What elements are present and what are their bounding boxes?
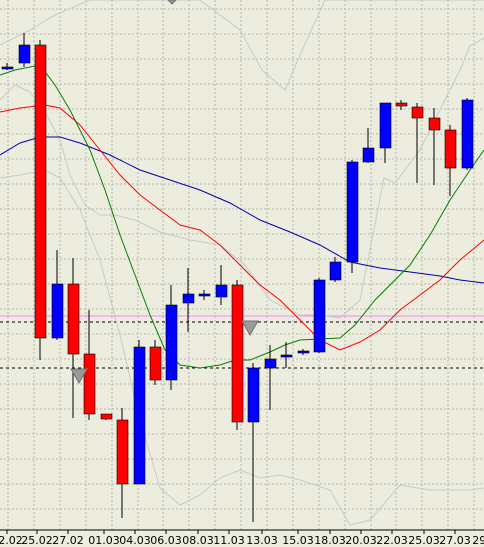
candle-bear <box>34 44 47 339</box>
candle-bear <box>444 129 457 169</box>
signal-markers <box>70 0 259 385</box>
candle-bull <box>362 147 375 163</box>
x-tick-label: 25.03 <box>408 534 440 547</box>
candle-bull <box>329 261 342 281</box>
candle-bull <box>280 354 293 358</box>
x-tick-label: 13.03 <box>246 534 278 547</box>
x-tick-label: 04.03 <box>119 534 151 547</box>
x-tick-label: 27.03 <box>439 534 471 547</box>
x-tick-label: 08.03 <box>182 534 214 547</box>
x-tick-label: 06.03 <box>150 534 182 547</box>
candle-bull <box>379 102 392 149</box>
candle-bull <box>182 293 195 304</box>
candle-bear <box>116 419 129 485</box>
signal-down-arrow <box>70 368 88 385</box>
ma-medium-line <box>0 104 484 351</box>
x-tick-label: 15.03 <box>282 534 314 547</box>
x-tick-label: 11.03 <box>213 534 245 547</box>
candle-bull <box>51 283 64 339</box>
candle-bear <box>395 102 408 107</box>
envelope-upper-line <box>0 0 484 91</box>
candle-bull <box>1 66 14 70</box>
candle-bull <box>461 99 474 169</box>
envelope-middle-line <box>0 37 484 319</box>
signal-top-arrow <box>167 0 177 5</box>
x-tick-label: 01.03 <box>88 534 120 547</box>
candle-bull <box>215 284 228 298</box>
candle-bear <box>411 106 424 119</box>
candle-bear <box>83 353 96 415</box>
candle-bull <box>198 293 211 297</box>
candle-bear <box>231 284 244 423</box>
x-axis-band <box>0 530 484 547</box>
x-tick-label: 18.03 <box>314 534 346 547</box>
candle-bull <box>313 279 326 353</box>
x-tick-label: 29.03 <box>472 534 484 547</box>
candle-bull <box>346 161 359 263</box>
candle-bull <box>264 358 277 369</box>
candle-bear <box>428 117 441 131</box>
candle-bear <box>67 283 80 355</box>
x-tick-label: 25.02 <box>21 534 53 547</box>
x-tick-label: 27.02 <box>52 534 84 547</box>
candles-layer <box>1 33 474 522</box>
candle-bear <box>100 413 113 420</box>
candle-bear <box>149 346 162 381</box>
grid-layer <box>0 0 484 530</box>
ma-slow-line <box>0 136 484 284</box>
envelope-lower-line <box>0 169 484 526</box>
candle-bull <box>133 346 146 485</box>
candle-bull <box>165 304 178 381</box>
candle-bull <box>297 350 310 354</box>
signal-down-arrow <box>241 320 259 337</box>
x-tick-label: 22.03 <box>376 534 408 547</box>
x-tick-label: 22.02 <box>0 534 23 547</box>
candle-bull <box>18 44 31 64</box>
x-tick-label: 20.03 <box>345 534 377 547</box>
candle-bull <box>247 367 260 423</box>
